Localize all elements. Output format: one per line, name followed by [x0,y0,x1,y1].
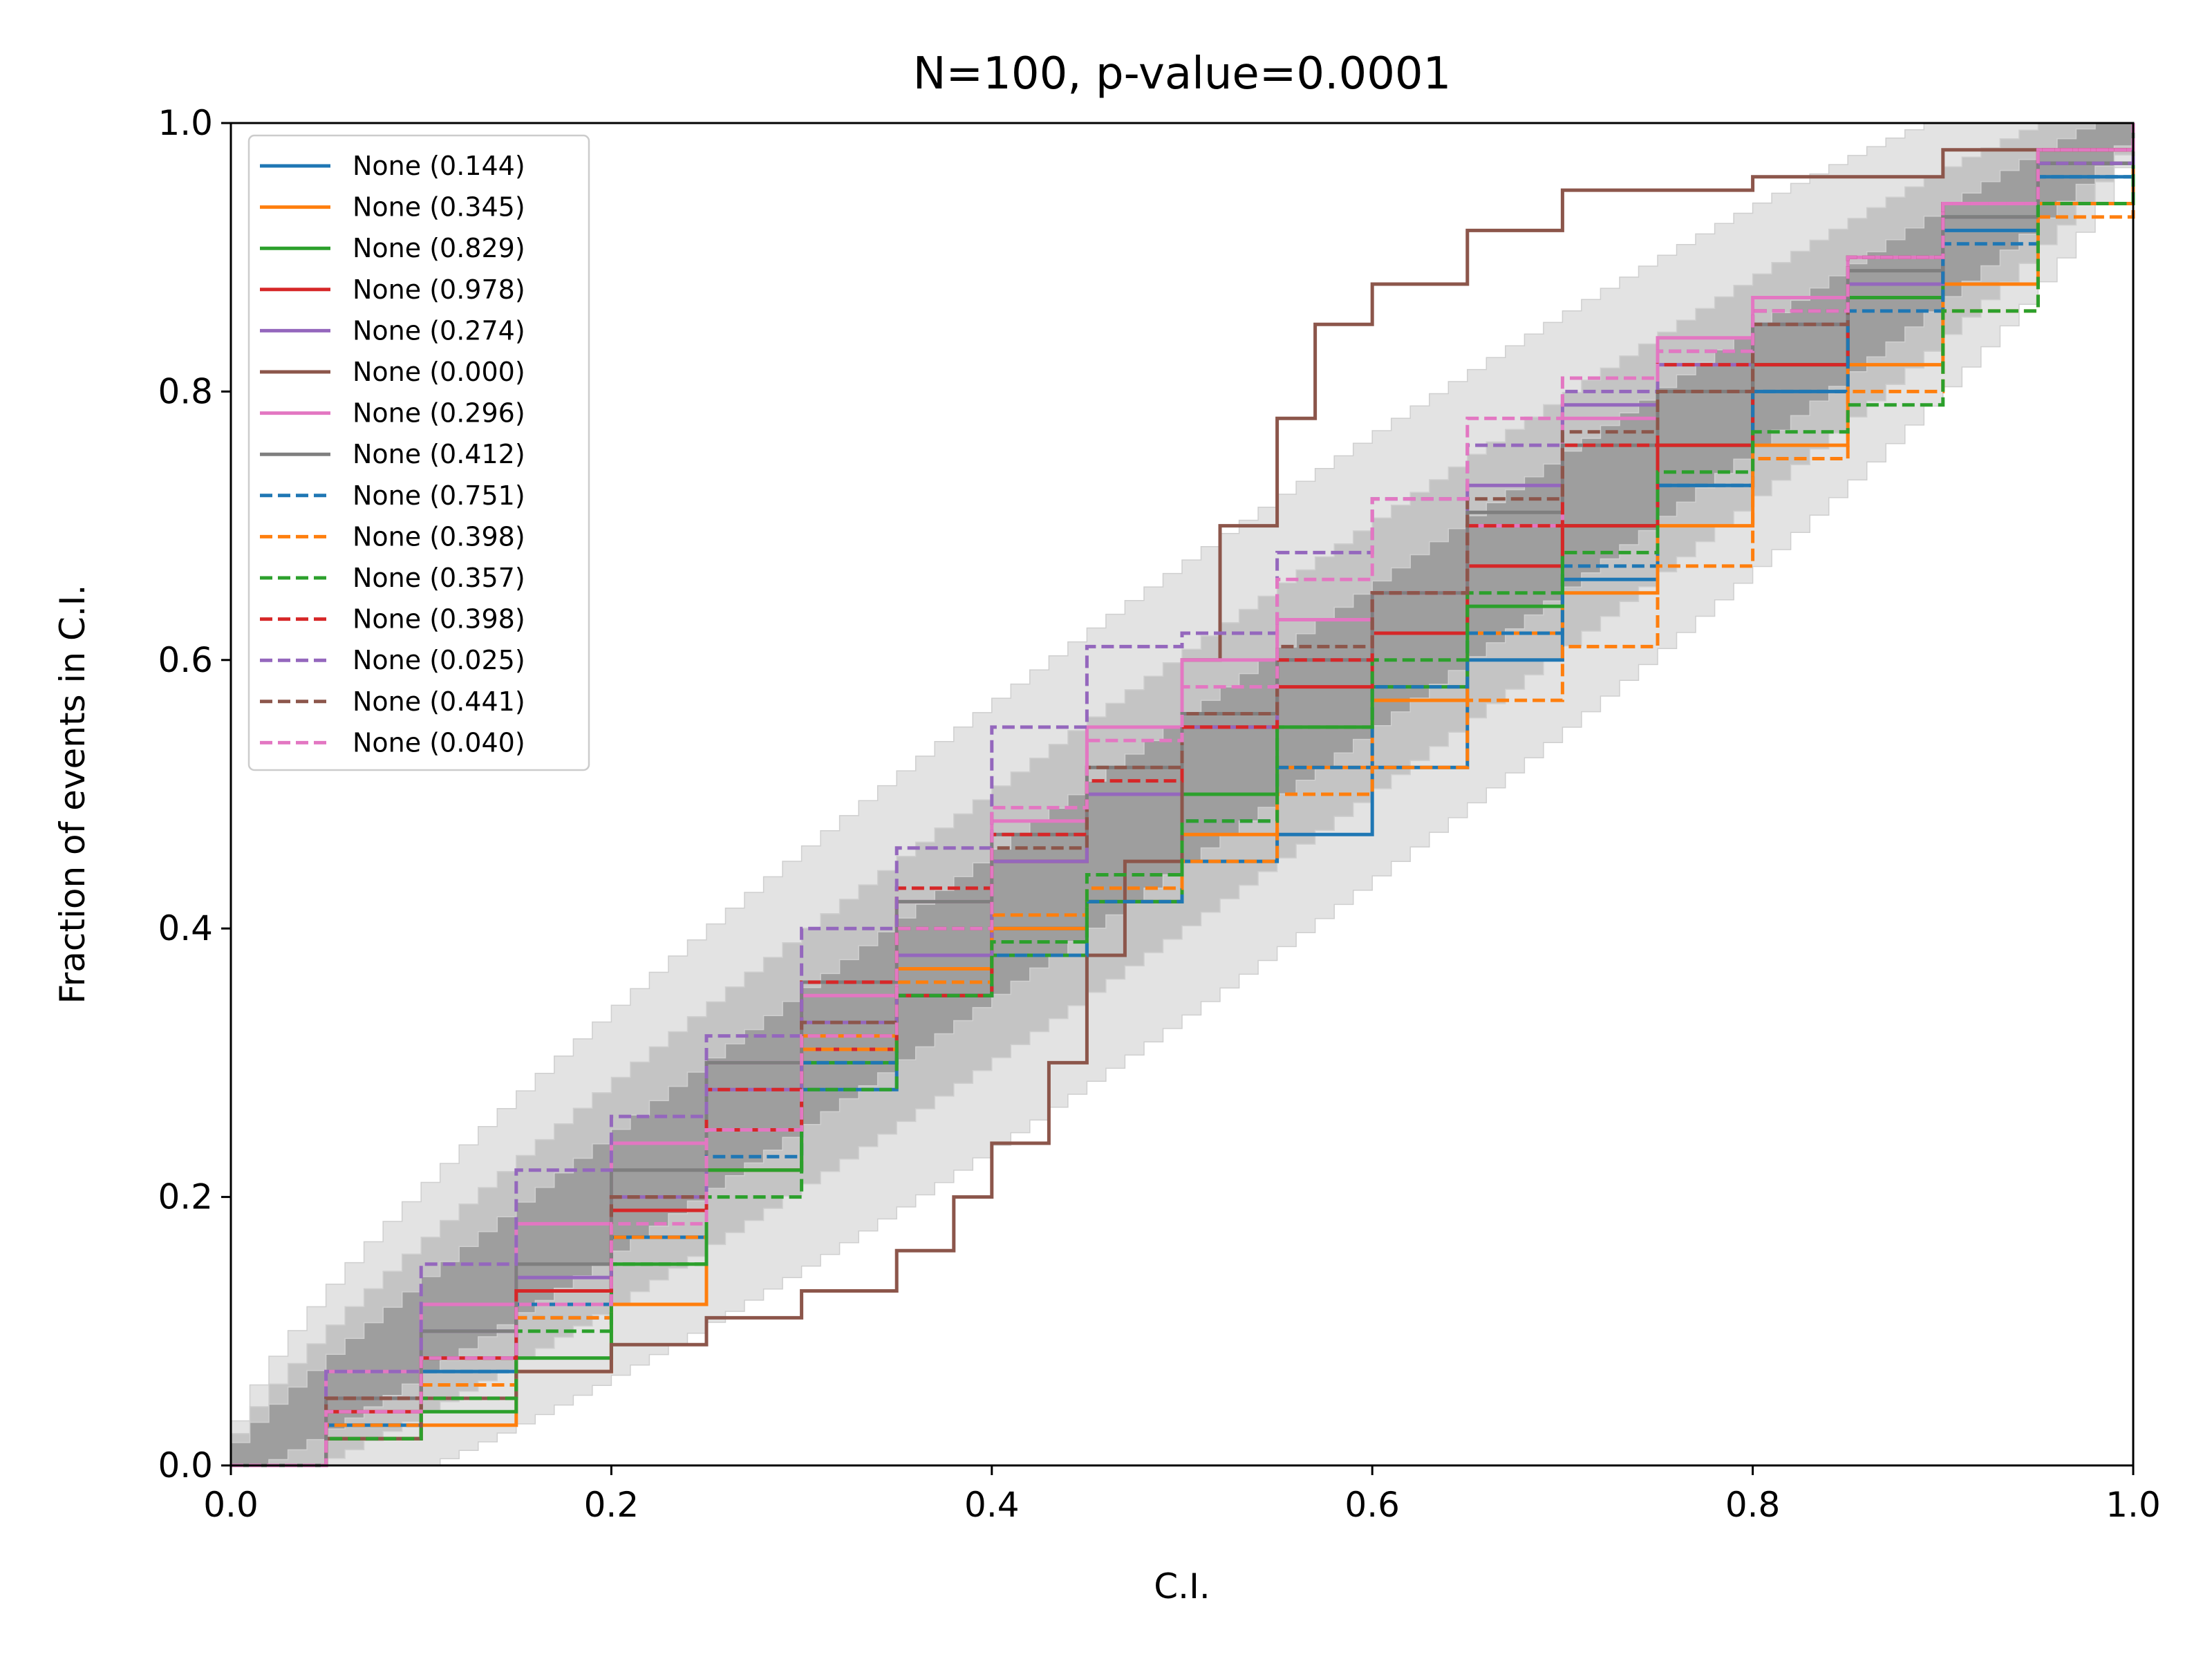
legend-entry-label: None (0.000) [353,357,525,387]
x-tick-label: 0.0 [203,1485,259,1525]
y-tick-label: 1.0 [158,103,213,143]
legend-entry-label: None (0.040) [353,727,525,758]
y-tick-label: 0.6 [158,640,213,680]
legend-entry-label: None (0.274) [353,315,525,346]
legend-entry-label: None (0.345) [353,192,525,223]
legend-entry-label: None (0.025) [353,645,525,675]
x-tick-label: 0.4 [964,1485,1020,1525]
x-axis-label: C.I. [1154,1566,1210,1606]
legend-entry-label: None (0.978) [353,274,525,305]
x-tick-label: 1.0 [2106,1485,2161,1525]
plot-frame [229,122,2135,1467]
y-tick-label: 0.4 [158,908,213,948]
legend-entry-label: None (0.398) [353,604,525,635]
legend: None (0.144) None (0.345) None (0.829) None… [247,134,590,771]
legend-entry-label: None (0.398) [353,521,525,552]
series-lines [231,123,2135,1468]
y-tick-label: 0.0 [158,1445,213,1485]
axis-ticks: 0.0 0.2 0.4 0.6 0.8 1.0 0.0 0.2 0.4 0.6 0.8 1.0 [158,103,2160,1525]
legend-entry-label: None (0.751) [353,480,525,511]
legend-entry-label: None (0.144) [353,151,525,181]
chart-title: N=100, p-value=0.0001 [913,48,1452,100]
x-tick-label: 0.6 [1344,1485,1400,1525]
x-tick-label: 0.8 [1725,1485,1781,1525]
y-tick-label: 0.8 [158,371,213,411]
y-tick-label: 0.2 [158,1177,213,1217]
series-line-15 [231,123,2135,1468]
legend-entry-label: None (0.357) [353,563,525,593]
y-axis-label: Fraction of events in C.I. [53,585,93,1004]
legend-entry-label: None (0.829) [353,233,525,263]
x-tick-label: 0.2 [584,1485,639,1525]
legend-box [247,134,590,771]
legend-entry-label: None (0.412) [353,439,525,469]
legend-entry-label: None (0.441) [353,686,525,717]
legend-entry-label: None (0.296) [353,398,525,429]
